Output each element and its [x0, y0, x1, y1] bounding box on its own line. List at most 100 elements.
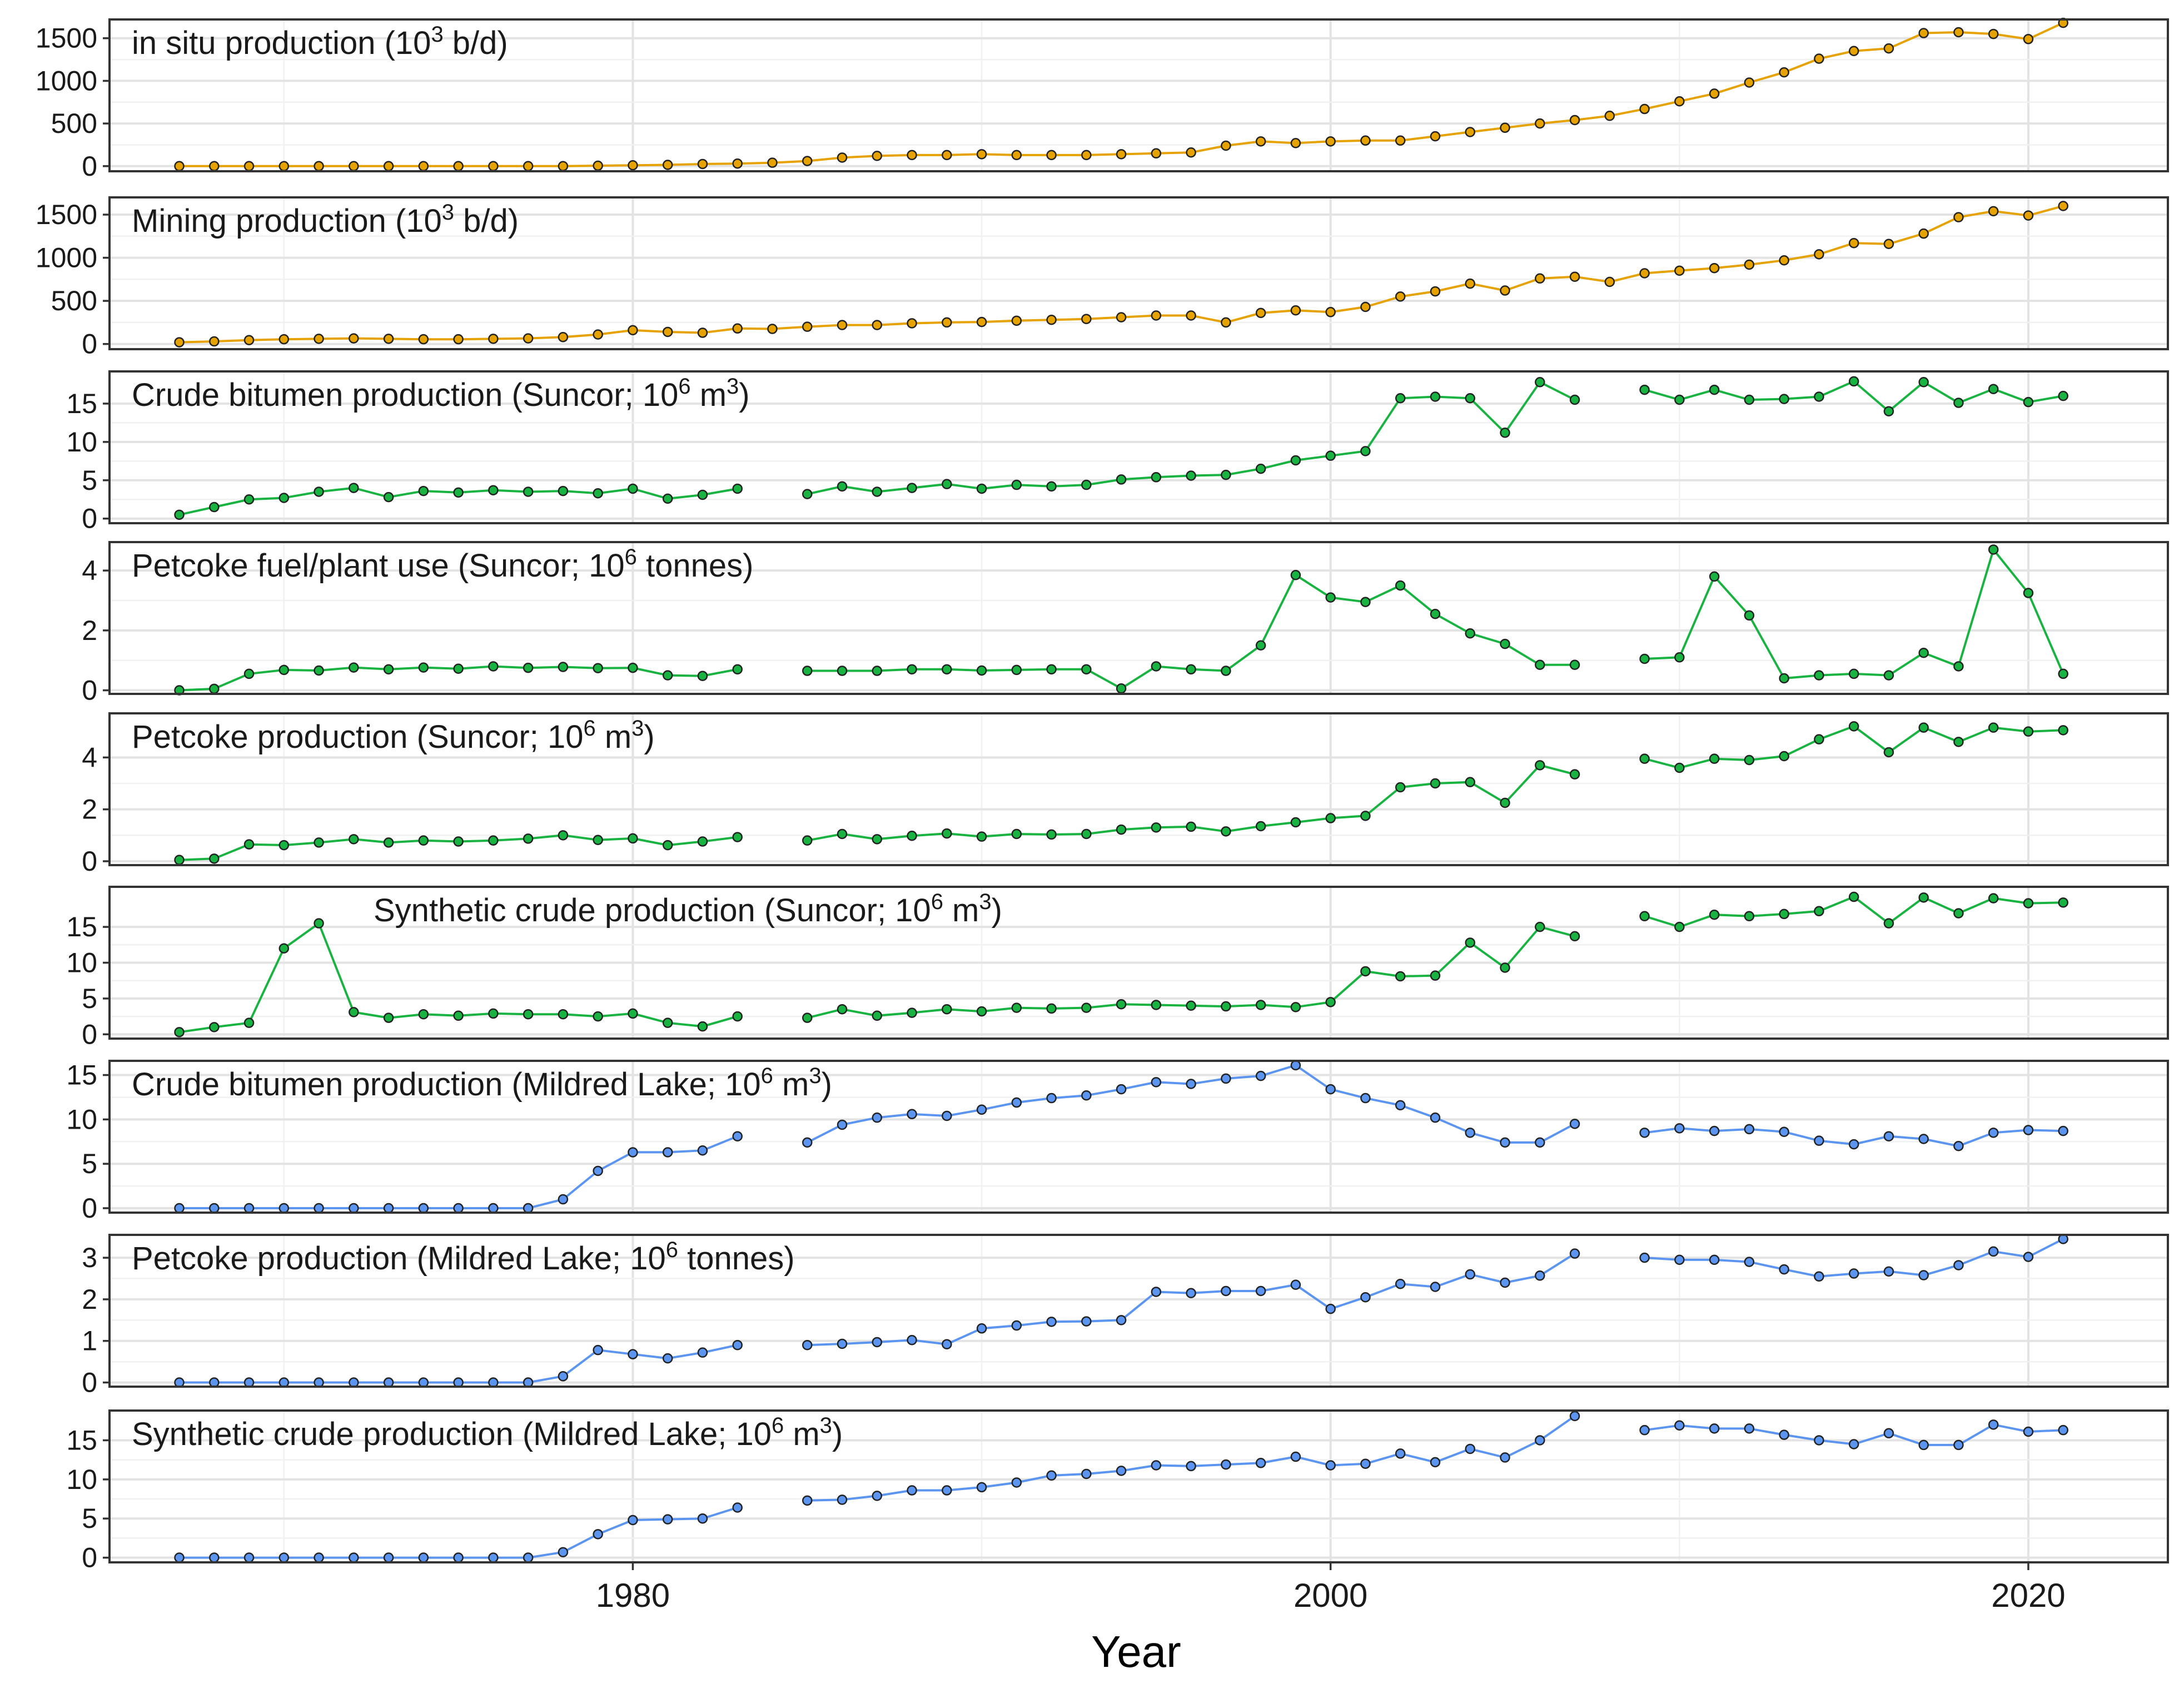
data-point: [1744, 259, 1755, 270]
data-point: [1709, 262, 1720, 274]
data-point: [1604, 111, 1615, 121]
data-point: [1186, 147, 1196, 158]
y-tick-label: 1500: [36, 23, 97, 54]
data-point: [1674, 762, 1685, 773]
data-point: [1709, 384, 1720, 395]
data-point: [662, 1017, 673, 1028]
data-point: [697, 158, 708, 170]
data-point: [209, 1022, 220, 1032]
x-tick-label: 1980: [596, 1577, 670, 1614]
data-point: [1081, 1316, 1092, 1327]
data-point: [1779, 1429, 1789, 1440]
data-point: [383, 161, 394, 172]
data-point: [1535, 273, 1545, 284]
data-point: [1395, 393, 1406, 404]
data-point: [1046, 1470, 1057, 1481]
data-point: [732, 1131, 743, 1141]
data-point: [1500, 638, 1510, 649]
data-point: [1221, 826, 1231, 837]
data-point: [418, 485, 429, 497]
data-point: [697, 327, 708, 338]
data-point: [558, 1009, 569, 1020]
data-point: [1535, 921, 1545, 932]
data-point: [1953, 27, 1964, 38]
data-point: [1186, 1079, 1196, 1089]
y-tick-label: 0: [82, 675, 97, 706]
data-point: [349, 1552, 359, 1563]
data-point: [2023, 210, 2034, 221]
data-point: [1744, 610, 1755, 621]
data-point: [1918, 892, 1929, 903]
data-point: [2023, 1252, 2034, 1262]
data-point: [1674, 921, 1685, 932]
data-point: [314, 837, 324, 848]
data-point: [1848, 891, 1859, 902]
data-point: [1325, 997, 1336, 1007]
data-point: [1465, 628, 1475, 639]
data-point: [1639, 653, 1650, 664]
data-point: [523, 1203, 534, 1214]
data-point: [1953, 908, 1964, 919]
data-point: [2058, 1424, 2068, 1436]
data-point: [1081, 314, 1092, 324]
data-point: [243, 839, 255, 850]
data-point: [1046, 829, 1057, 840]
y-tick-label: 10: [66, 1464, 97, 1495]
data-point: [418, 1203, 429, 1214]
data-point: [1709, 909, 1720, 920]
data-point: [174, 1027, 185, 1037]
data-point: [1535, 118, 1545, 129]
data-point: [209, 853, 220, 864]
y-tick-label: 1000: [36, 242, 97, 274]
data-point: [1709, 1254, 1720, 1265]
data-point: [243, 494, 255, 505]
data-point: [1255, 1000, 1266, 1010]
data-point: [1011, 664, 1022, 676]
y-tick-label: 0: [82, 503, 97, 534]
data-point: [1046, 315, 1057, 325]
data-point: [558, 161, 569, 172]
data-point: [1848, 1268, 1859, 1279]
data-point: [872, 1337, 883, 1348]
panel-title: Petcoke fuel/plant use (Suncor; 106 tonn…: [132, 545, 753, 584]
data-point: [1779, 673, 1789, 684]
y-tick-label: 0: [82, 1019, 97, 1050]
data-point: [1709, 88, 1720, 99]
data-point: [1848, 237, 1859, 249]
data-point: [1081, 1002, 1092, 1013]
data-point: [1848, 1439, 1859, 1449]
data-point: [488, 1008, 499, 1019]
data-point: [1500, 962, 1510, 973]
data-point: [174, 1203, 185, 1214]
data-point: [593, 1165, 603, 1176]
data-point: [662, 1353, 673, 1364]
data-point: [872, 151, 883, 161]
data-point: [1814, 1271, 1824, 1282]
data-point: [732, 158, 743, 169]
panel-background: [108, 196, 2169, 350]
data-point: [1988, 28, 1999, 39]
panel-border: [108, 1060, 2169, 1214]
data-point: [697, 836, 708, 847]
data-point: [1290, 455, 1301, 466]
data-point: [628, 1008, 638, 1019]
data-point: [488, 661, 499, 672]
data-point: [1151, 148, 1162, 159]
panel-1: 0 500 1000 1500 in situ production (103 b/d): [36, 17, 2169, 182]
data-point: [278, 161, 290, 172]
y-tick-label: 10: [66, 426, 97, 458]
data-point: [453, 663, 464, 674]
data-point: [662, 493, 673, 504]
data-point: [1814, 249, 1824, 260]
data-point: [802, 1495, 813, 1506]
panel-border: [108, 541, 2169, 695]
panel-border: [108, 1234, 2169, 1388]
data-point: [1046, 1093, 1057, 1104]
data-point: [1569, 1411, 1580, 1422]
data-point: [1151, 1000, 1162, 1010]
data-point: [1674, 394, 1685, 405]
data-point: [2023, 726, 2034, 737]
data-point: [1500, 1277, 1510, 1288]
panel-border: [108, 886, 2169, 1040]
